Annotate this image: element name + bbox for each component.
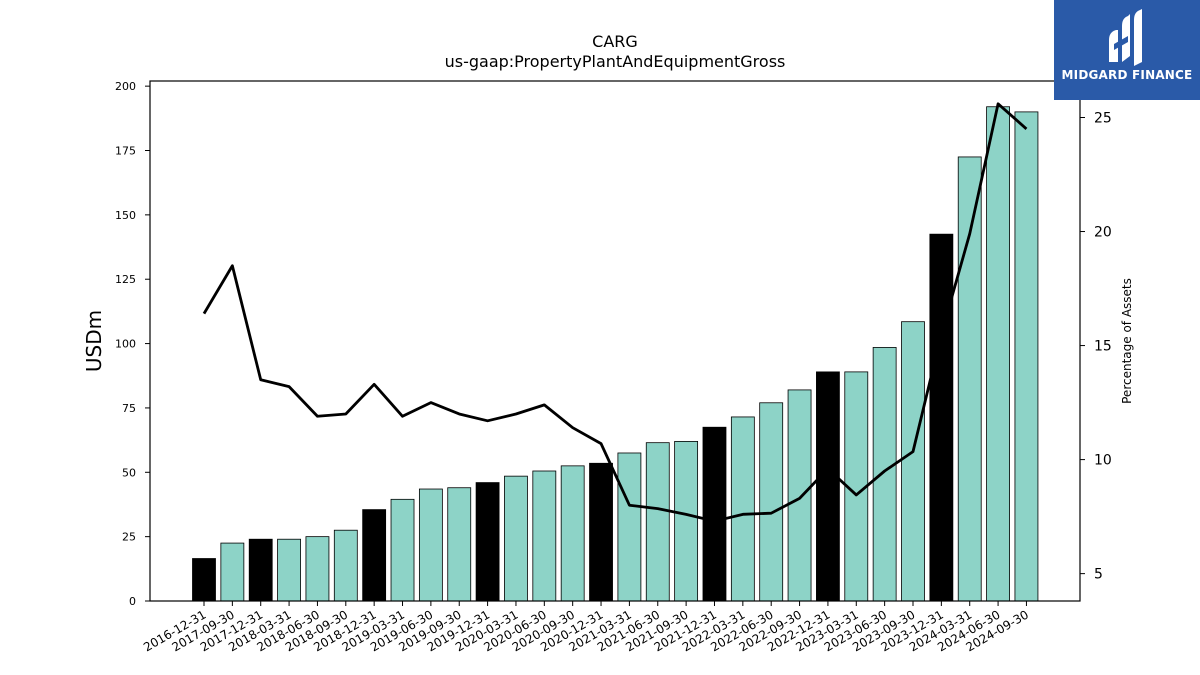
y2-tick-label: 20 xyxy=(1094,225,1112,241)
chart-title: CARG xyxy=(592,32,638,51)
bar xyxy=(787,389,812,602)
y-axis-left: 0 25 50 75 100 125 150 175 200 xyxy=(115,80,150,608)
bar xyxy=(702,426,727,602)
bar xyxy=(532,470,557,602)
bar xyxy=(333,529,358,602)
y-tick-label: 175 xyxy=(115,145,136,158)
bar xyxy=(986,106,1010,602)
y-tick-label: 0 xyxy=(129,595,136,608)
midgard-finance-logo: MIDGARD FINANCE xyxy=(1054,0,1200,100)
y-tick-label: 200 xyxy=(115,80,136,93)
bar xyxy=(248,538,273,602)
bar xyxy=(418,488,443,602)
bar xyxy=(220,542,245,602)
line-series xyxy=(202,102,1028,523)
y2-tick-label: 15 xyxy=(1094,339,1112,355)
bar xyxy=(674,440,699,602)
plot-frame xyxy=(149,80,1081,602)
y-tick-label: 150 xyxy=(115,209,136,222)
y-tick-label: 25 xyxy=(122,531,136,544)
bar xyxy=(192,558,216,602)
y-tick-label: 125 xyxy=(115,273,136,286)
bar xyxy=(560,465,585,602)
bar-series xyxy=(192,106,1039,602)
y2-tick-label: 25 xyxy=(1094,110,1112,126)
y-tick-label: 100 xyxy=(115,338,136,351)
bar xyxy=(475,482,500,602)
y-axis-label: USDm xyxy=(82,310,106,372)
bar xyxy=(305,536,330,602)
bar xyxy=(730,416,755,602)
percentage-line xyxy=(202,102,1028,523)
logo-text: MIDGARD FINANCE xyxy=(1061,68,1193,82)
y2-tick-label: 10 xyxy=(1094,453,1112,469)
bar xyxy=(1014,111,1039,602)
y-tick-label: 75 xyxy=(122,402,136,415)
bar xyxy=(447,487,472,602)
midgard-logo-icon xyxy=(1109,9,1142,66)
bar xyxy=(390,498,415,602)
bar xyxy=(504,475,528,602)
bar xyxy=(589,462,613,602)
bar xyxy=(645,442,670,602)
y2-axis-label: Percentage of Assets xyxy=(1120,278,1134,404)
bar xyxy=(957,156,982,602)
bar xyxy=(816,371,840,602)
y-tick-label: 50 xyxy=(122,466,136,479)
bar xyxy=(872,347,897,602)
x-axis: 2016-12-312017-09-302017-12-312018-03-31… xyxy=(141,601,1031,654)
chart-subtitle: us-gaap:PropertyPlantAndEquipmentGross xyxy=(444,52,786,71)
bar xyxy=(362,509,387,602)
bar xyxy=(617,452,642,602)
bar xyxy=(759,402,784,602)
bar xyxy=(277,538,301,602)
y2-tick-label: 5 xyxy=(1094,567,1103,583)
bar xyxy=(901,321,925,602)
bar xyxy=(929,233,954,602)
y-axis-right: 5 10 15 20 25 xyxy=(1080,110,1112,583)
